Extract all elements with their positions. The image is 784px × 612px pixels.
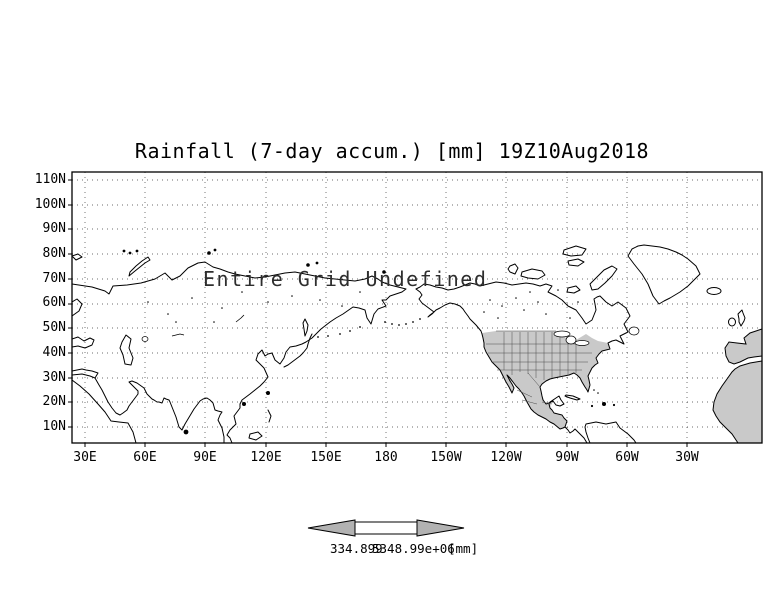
x-tick-label: 60W <box>615 450 639 465</box>
baffin-island <box>589 265 618 291</box>
iceland <box>706 287 722 295</box>
cuba <box>564 394 581 401</box>
island-and-lake-dots <box>122 248 616 435</box>
colorbar-tick-label-left: 334.899 <box>330 541 383 556</box>
shaded-nw-africa <box>712 360 762 443</box>
shaded-us-mexico <box>482 331 610 429</box>
coast-eurasia-north-east <box>72 261 407 443</box>
colorbar-tick-label-right: 5348.99e+06 <box>372 541 455 556</box>
x-tick-label: 30E <box>73 450 97 465</box>
map-frame <box>71 171 763 444</box>
x-tick-label: 90W <box>555 450 579 465</box>
x-tick-label: 180 <box>374 450 398 465</box>
shaded-iberia-france <box>724 328 762 365</box>
lake-michigan-huron <box>565 335 577 345</box>
y-tick-label: 100N <box>34 197 66 212</box>
colorbar <box>307 519 465 537</box>
shaded-regions <box>482 328 762 443</box>
lake-baikal <box>235 314 245 323</box>
y-tick-label: 10N <box>42 419 66 434</box>
axis-ticks <box>68 179 688 447</box>
colorbar-unit-label: [mm] <box>448 541 479 556</box>
lakes <box>141 326 640 346</box>
x-tick-label: 90E <box>193 450 217 465</box>
colorbar-right-arrow <box>416 519 465 537</box>
svalbard <box>72 253 83 261</box>
greenland <box>627 244 701 305</box>
japan <box>283 333 313 368</box>
newfoundland <box>628 326 640 336</box>
x-tick-label: 60E <box>133 450 157 465</box>
baltic-coast <box>72 298 83 317</box>
x-tick-label: 120W <box>490 450 522 465</box>
novaya-zemlya <box>128 256 151 277</box>
philippines <box>267 409 272 423</box>
ellesmere-island <box>562 245 587 257</box>
banks-island <box>507 263 519 275</box>
state-boundaries <box>486 330 592 405</box>
y-tick-label: 40N <box>42 345 66 360</box>
y-tick-label: 70N <box>42 271 66 286</box>
colorbar-left-arrow <box>307 519 356 537</box>
y-tick-label: 30N <box>42 370 66 385</box>
lake-superior <box>553 330 571 338</box>
coast-africa-redsea <box>72 379 137 443</box>
y-tick-label: 90N <box>42 221 66 236</box>
grid-undefined-message: Entire Grid Undefined <box>203 267 488 291</box>
coast-north-america-east <box>415 281 631 428</box>
x-tick-label: 150E <box>310 450 342 465</box>
coast-south-america-north <box>584 421 637 443</box>
southampton-island <box>566 285 581 294</box>
caspian-sea <box>119 334 134 366</box>
y-tick-label: 80N <box>42 246 66 261</box>
y-tick-label: 50N <box>42 320 66 335</box>
world-map <box>68 171 763 447</box>
coast-north-america-west <box>415 288 588 443</box>
ireland <box>728 317 736 327</box>
coast-egypt-med <box>72 373 96 379</box>
y-tick-label: 60N <box>42 295 66 310</box>
x-tick-label: 30W <box>675 450 699 465</box>
lake-erie-ontario <box>574 340 590 346</box>
victoria-island <box>520 268 546 280</box>
x-tick-label: 150W <box>430 450 462 465</box>
borneo <box>248 431 263 441</box>
y-tick-label: 110N <box>34 172 66 187</box>
colorbar-mid-segment <box>354 521 418 535</box>
map-gridlines <box>72 172 762 443</box>
sakhalin <box>302 318 309 337</box>
black-sea <box>72 336 95 349</box>
coastlines <box>72 244 746 443</box>
great-britain <box>737 309 746 327</box>
x-tick-label: 120E <box>250 450 282 465</box>
aral-sea <box>141 336 149 342</box>
coast-india-arabia <box>72 368 225 443</box>
chart-title: Rainfall (7-day accum.) [mm] 19Z10Aug201… <box>134 139 650 163</box>
devon-island <box>567 258 585 267</box>
y-tick-label: 20N <box>42 394 66 409</box>
lake-balkhash <box>171 333 185 337</box>
